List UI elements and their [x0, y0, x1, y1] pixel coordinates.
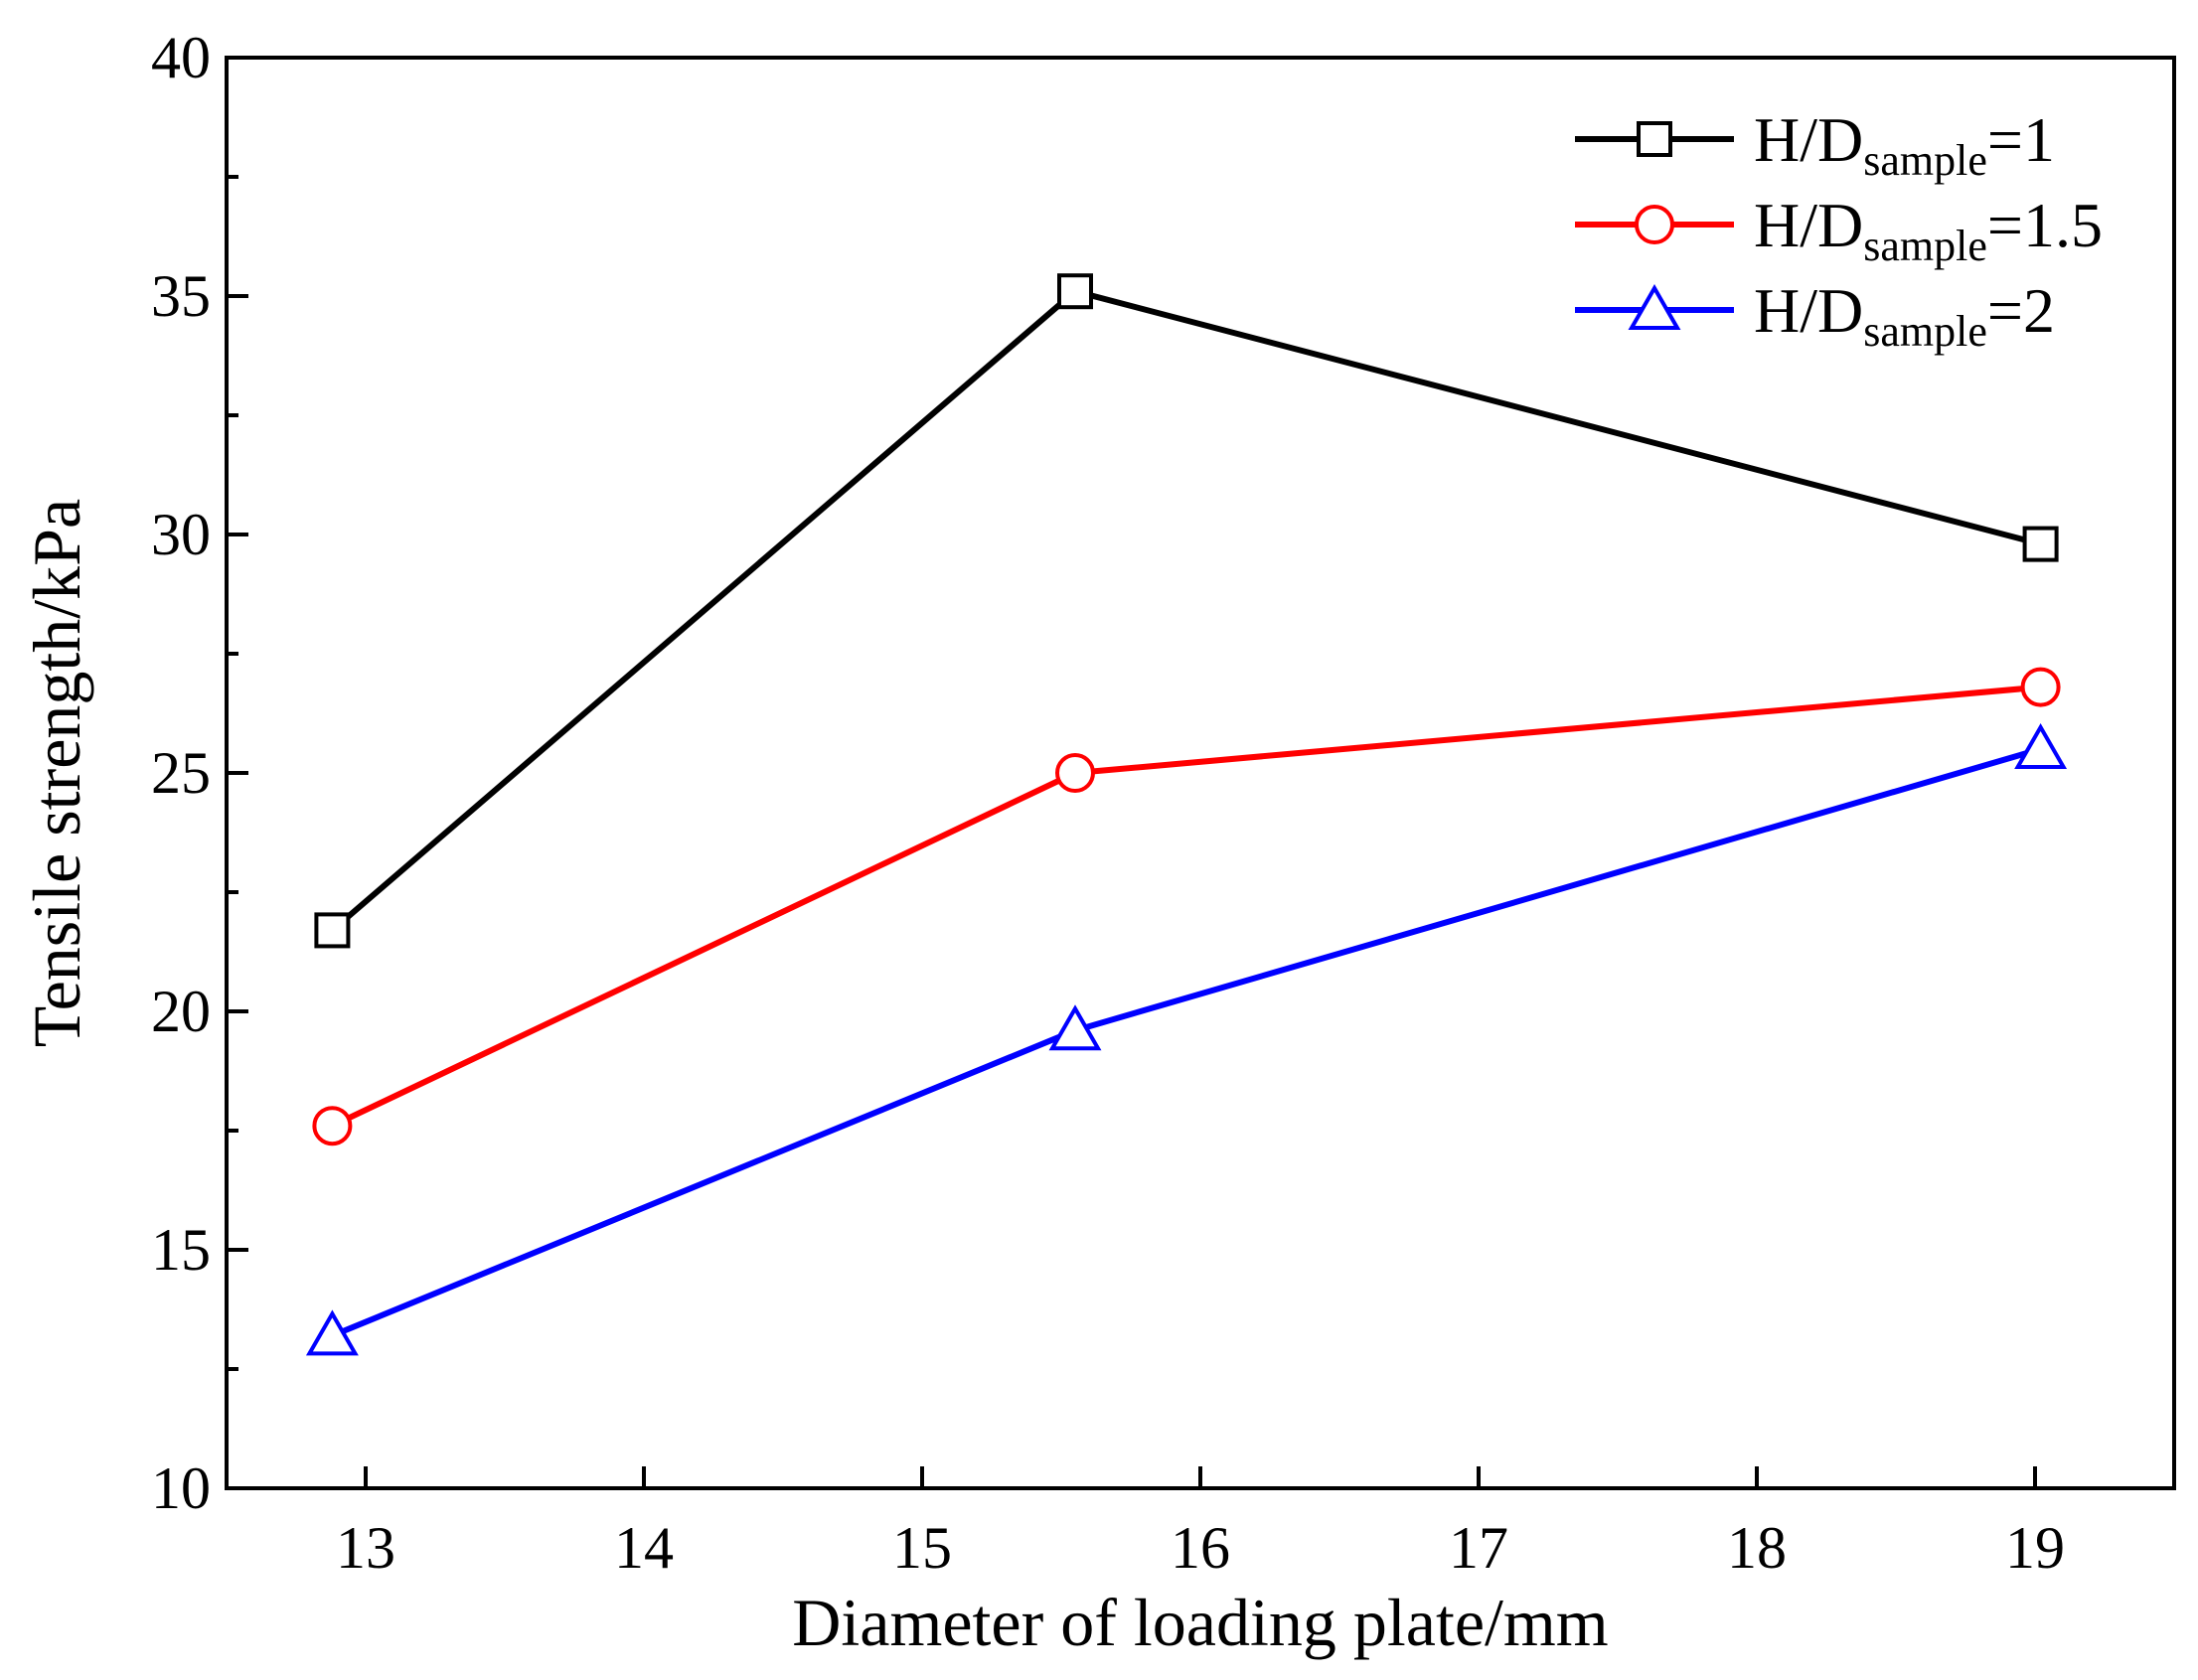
series-triangle [305, 722, 2068, 1356]
legend-marker [1635, 205, 1674, 244]
data-point [2022, 526, 2059, 562]
legend-marker [1637, 121, 1672, 157]
x-tick-label: 14 [614, 1515, 674, 1581]
data-point [2014, 722, 2068, 769]
x-tick-label: 18 [1727, 1515, 1787, 1581]
data-point [2020, 667, 2061, 707]
x-axis: 13 14 15 16 17 18 19 [336, 1466, 2065, 1581]
series-line [331, 746, 2042, 1339]
data-point [1055, 753, 1095, 793]
legend-label: H/Dsample=1.5 [1754, 190, 2103, 270]
series-layer [305, 273, 2068, 1356]
x-tick-label: 13 [336, 1515, 395, 1581]
data-point [1057, 273, 1093, 310]
legend-entry: H/Dsample=2 [1575, 275, 2055, 356]
data-point [1048, 1004, 1102, 1051]
y-tick-label: 30 [151, 502, 211, 567]
y-tick-label: 15 [151, 1217, 211, 1283]
x-tick-label: 19 [2005, 1515, 2065, 1581]
y-tick-label: 25 [151, 740, 211, 806]
data-point [314, 912, 351, 949]
series-line [330, 288, 2042, 933]
series-square [314, 273, 2059, 949]
x-tick-label: 16 [1171, 1515, 1230, 1581]
series-circle [312, 667, 2061, 1146]
x-tick-label: 15 [892, 1515, 952, 1581]
legend-label: H/Dsample=2 [1754, 275, 2055, 356]
y-axis-title: Tensile strength/kPa [19, 499, 94, 1047]
legend-marker [1628, 283, 1681, 330]
y-tick-label: 20 [151, 979, 211, 1044]
legend-label: H/Dsample=1 [1754, 104, 2055, 185]
y-tick-label: 10 [151, 1455, 211, 1521]
data-point [305, 1309, 359, 1356]
y-axis: 10 15 20 25 30 35 40 [151, 25, 248, 1521]
y-tick-label: 35 [151, 263, 211, 329]
series-line [331, 684, 2041, 1129]
legend-entry: H/Dsample=1.5 [1575, 190, 2103, 270]
legend: H/Dsample=1H/Dsample=1.5H/Dsample=2 [1575, 104, 2103, 356]
data-point [312, 1106, 353, 1146]
x-axis-title: Diameter of loading plate/mm [792, 1585, 1608, 1660]
x-tick-label: 17 [1449, 1515, 1508, 1581]
legend-entry: H/Dsample=1 [1575, 104, 2055, 185]
y-tick-label: 40 [151, 25, 211, 90]
